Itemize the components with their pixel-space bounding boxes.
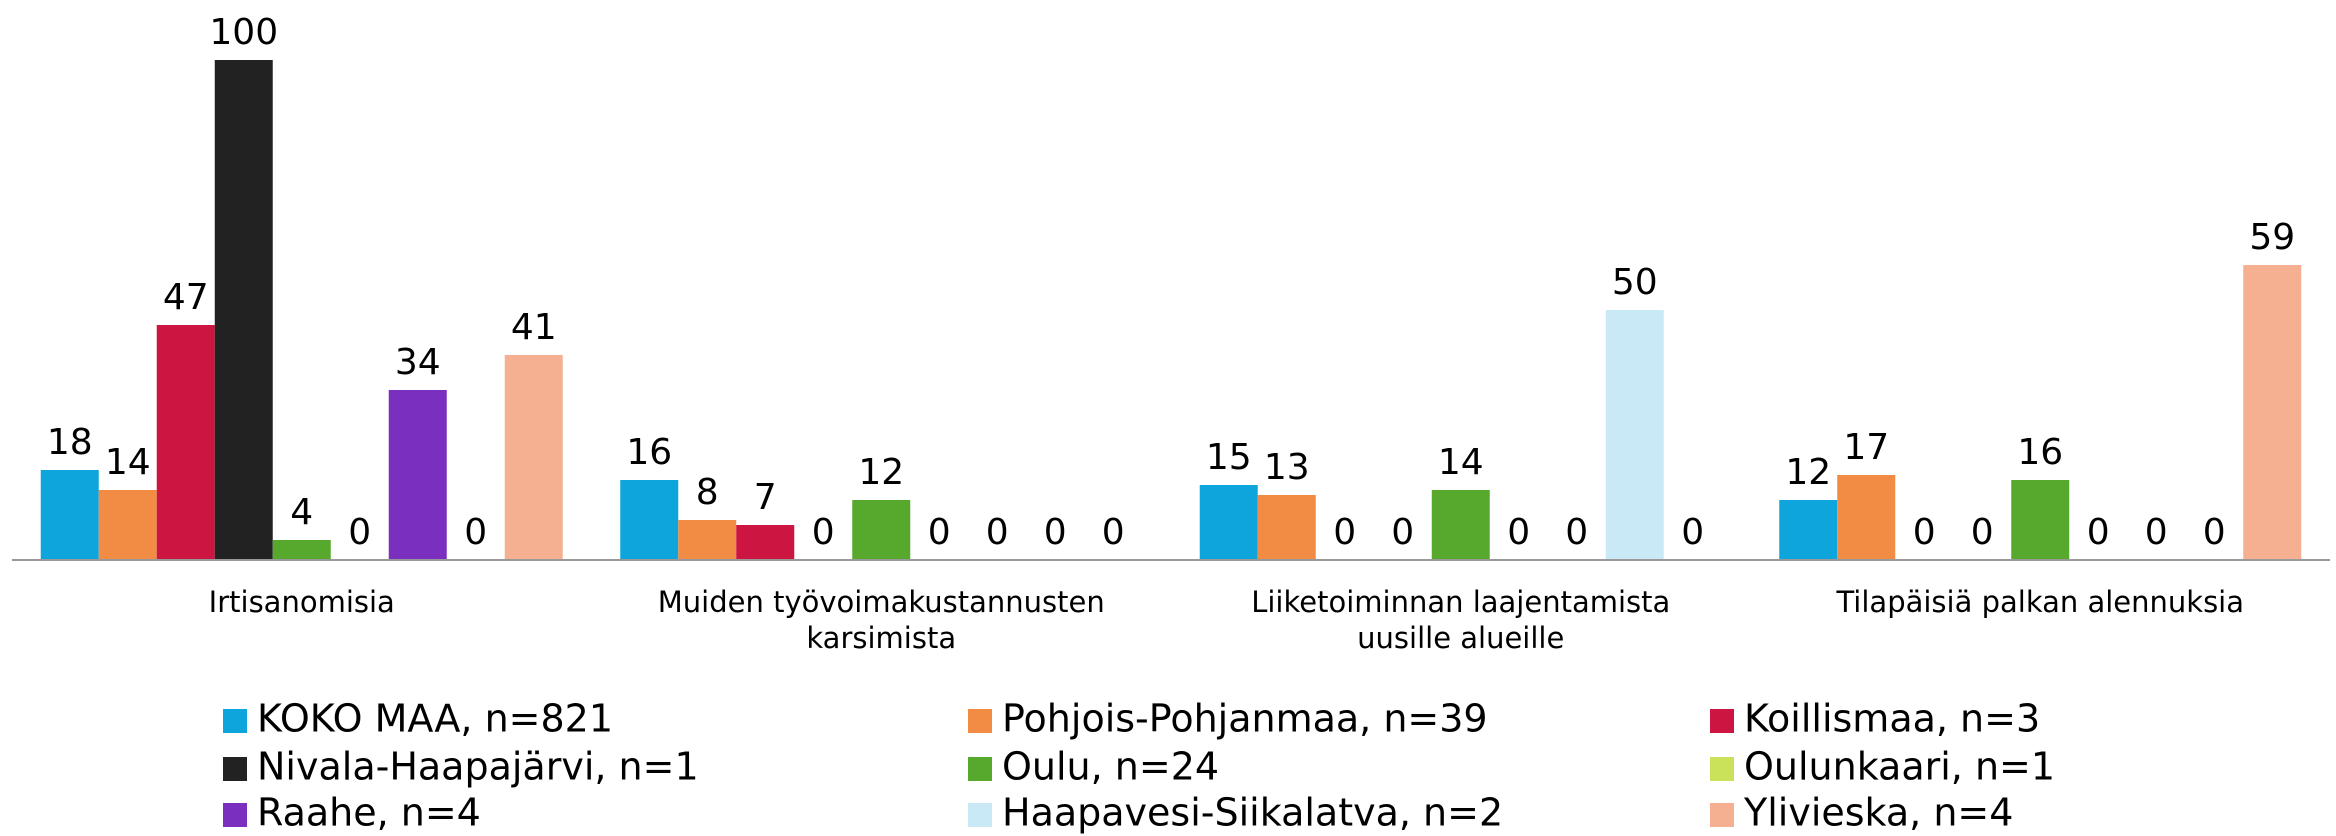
data-label: 0 [2087,512,2110,553]
data-label: 0 [928,512,951,553]
legend-label: KOKO MAA, n=821 [257,697,613,741]
bar [1257,495,1316,560]
legend-label: Pohjois-Pohjanmaa, n=39 [1002,697,1488,741]
data-label: 12 [858,452,904,493]
legend-swatch [1710,709,1734,733]
legend-label: Oulu, n=24 [1002,745,1219,789]
legend-label: Ylivieska, n=4 [1743,791,2013,835]
data-label: 18 [47,422,93,463]
data-label: 17 [1843,427,1889,468]
data-label: 0 [1565,512,1588,553]
legend-label: Raahe, n=4 [257,791,481,835]
x-tick-label: Tilapäisiä palkan alennuksia [1836,585,2245,619]
bar [1837,475,1896,560]
data-label: 0 [1044,512,1067,553]
bar [156,325,215,560]
legend-label: Koillismaa, n=3 [1744,697,2040,741]
bar [678,520,737,560]
bar [40,470,99,560]
x-tick-label: Muiden työvoimakustannusten karsimista [657,585,1105,655]
data-label: 4 [290,492,313,533]
data-label: 0 [1913,512,1936,553]
data-label: 13 [1264,447,1310,488]
data-label: 59 [2249,217,2295,258]
data-label: 0 [2145,512,2168,553]
legend-label: Nivala-Haapajärvi, n=1 [257,745,699,789]
legend-swatch [968,709,992,733]
bar [1779,500,1838,560]
bar [388,390,447,560]
legend-swatch [1710,803,1734,827]
data-label: 50 [1612,262,1658,303]
data-label: 34 [395,342,441,383]
data-label: 15 [1206,437,1252,478]
legend-swatch [1710,757,1734,781]
x-tick-label: Irtisanomisia [208,585,395,619]
legend-label: Oulunkaari, n=1 [1744,745,2055,789]
bar [2243,265,2302,560]
data-label: 0 [1391,512,1414,553]
data-label: 0 [986,512,1009,553]
bar [620,480,679,560]
bar [736,525,795,560]
bar [1199,485,1258,560]
bar [504,355,563,560]
data-label: 7 [754,477,777,518]
legend-label: Haapavesi-Siikalatva, n=2 [1002,791,1503,835]
data-label: 0 [1102,512,1125,553]
data-label: 16 [626,432,672,473]
legend-swatch [968,757,992,781]
legend-swatch [223,709,247,733]
data-label: 0 [812,512,835,553]
data-label: 0 [348,512,371,553]
bar [1605,310,1664,560]
data-label: 16 [2017,432,2063,473]
data-label: 14 [1438,442,1484,483]
data-label: 12 [1785,452,1831,493]
data-label: 0 [1507,512,1530,553]
data-label: 0 [464,512,487,553]
data-label: 41 [511,307,557,348]
bar [2011,480,2070,560]
legend-swatch [968,803,992,827]
x-tick-label: Liiketoiminnan laajentamista uusille alu… [1251,585,1671,655]
data-label: 0 [1681,512,1704,553]
bar [214,60,273,560]
legend-swatch [223,757,247,781]
bar [272,540,331,560]
bar [852,500,911,560]
legend-swatch [223,803,247,827]
data-label: 14 [105,442,151,483]
data-label: 0 [1333,512,1356,553]
data-label: 0 [2203,512,2226,553]
data-label: 8 [696,472,719,513]
data-label: 100 [209,12,278,53]
data-label: 47 [163,277,209,318]
bar [1431,490,1490,560]
data-label: 0 [1971,512,1994,553]
bar [98,490,157,560]
